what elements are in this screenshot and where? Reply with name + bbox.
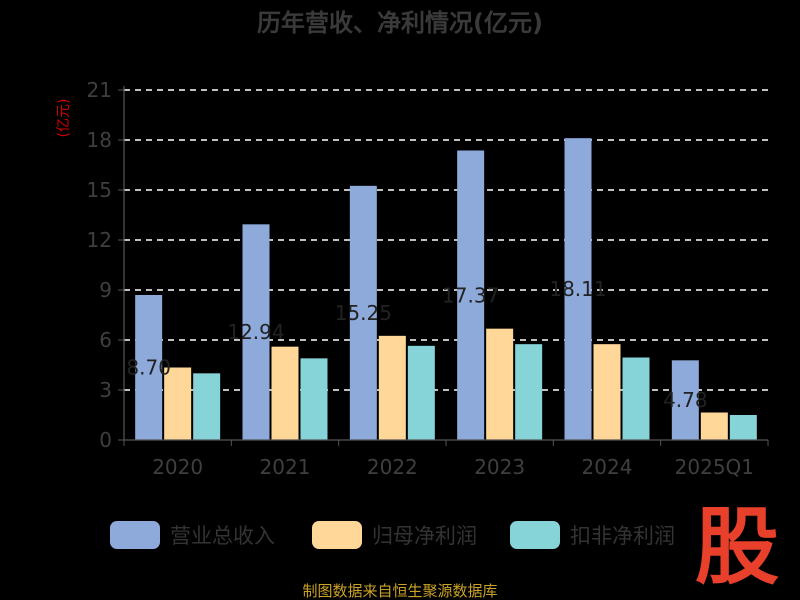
source-note: 制图数据来自恒生聚源数据库 (302, 582, 497, 600)
legend[interactable]: 营业总收入 归母净利润 扣非净利润 (110, 521, 675, 549)
data-label: 4.78 (663, 388, 708, 412)
y-tick-label: 6 (99, 328, 112, 352)
bar-2022-1[interactable] (378, 335, 406, 440)
legend-label: 扣非净利润 (570, 524, 675, 548)
legend-item-2[interactable]: 扣非净利润 (510, 521, 675, 549)
bar-2021-2[interactable] (300, 358, 328, 440)
x-tick-label: 2022 (367, 455, 418, 479)
bar-2024-1[interactable] (593, 344, 621, 440)
chart-title: 历年营收、净利情况(亿元) (257, 9, 543, 37)
x-tick-label: 2023 (474, 455, 525, 479)
y-tick-label: 15 (87, 178, 112, 202)
legend-item-0[interactable]: 营业总收入 (110, 521, 275, 549)
x-tick-label: 2024 (582, 455, 633, 479)
y-tick-label: 9 (99, 278, 112, 302)
bar-2020-0[interactable] (135, 295, 163, 440)
axes: 0 3 6 9 12 15 18 21 2020 2021 2022 2023 2024 2025Q1 (87, 78, 769, 479)
x-tick-label: 2021 (260, 455, 311, 479)
bar-2025Q1-2[interactable] (729, 415, 757, 440)
bar-2025Q1-1[interactable] (700, 412, 728, 441)
legend-swatch (312, 521, 362, 549)
y-tick-label: 3 (99, 378, 112, 402)
bar-2020-2[interactable] (193, 373, 221, 440)
bar-2024-2[interactable] (622, 357, 650, 441)
data-label: 15.25 (335, 301, 392, 325)
y-tick-label: 21 (87, 78, 112, 102)
data-label: 8.70 (126, 356, 171, 380)
bar-2025Q1-0[interactable] (671, 360, 699, 440)
legend-item-1[interactable]: 归母净利润 (312, 521, 477, 549)
y-tick-label: 12 (87, 228, 112, 252)
brand-logo: 股 (695, 498, 779, 596)
x-tick-label: 2020 (152, 455, 203, 479)
data-labels: 8.70 12.94 15.25 17.37 18.11 4.78 (126, 277, 707, 412)
bar-2023-0[interactable] (457, 150, 485, 441)
bar-2024-0[interactable] (564, 138, 592, 440)
bar-2020-1[interactable] (164, 367, 192, 441)
data-label: 12.94 (227, 320, 284, 344)
data-label: 18.11 (549, 277, 606, 301)
x-tick-label: 2025Q1 (675, 455, 754, 479)
data-label: 17.37 (442, 283, 499, 307)
legend-label: 营业总收入 (170, 524, 275, 548)
bar-2023-1[interactable] (486, 328, 514, 440)
legend-swatch (110, 521, 160, 549)
bar-2021-0[interactable] (242, 224, 270, 440)
bar-2021-1[interactable] (271, 346, 299, 440)
bars (135, 138, 757, 440)
bar-2022-2[interactable] (407, 345, 435, 440)
y-tick-label: 18 (87, 128, 112, 152)
bar-2023-2[interactable] (515, 344, 543, 440)
legend-label: 归母净利润 (372, 524, 477, 548)
y-axis-label: (亿元) (56, 99, 72, 138)
bar-2022-0[interactable] (349, 185, 377, 440)
y-tick-label: 0 (99, 428, 112, 452)
grid-lines (124, 89, 768, 391)
legend-swatch (510, 521, 560, 549)
